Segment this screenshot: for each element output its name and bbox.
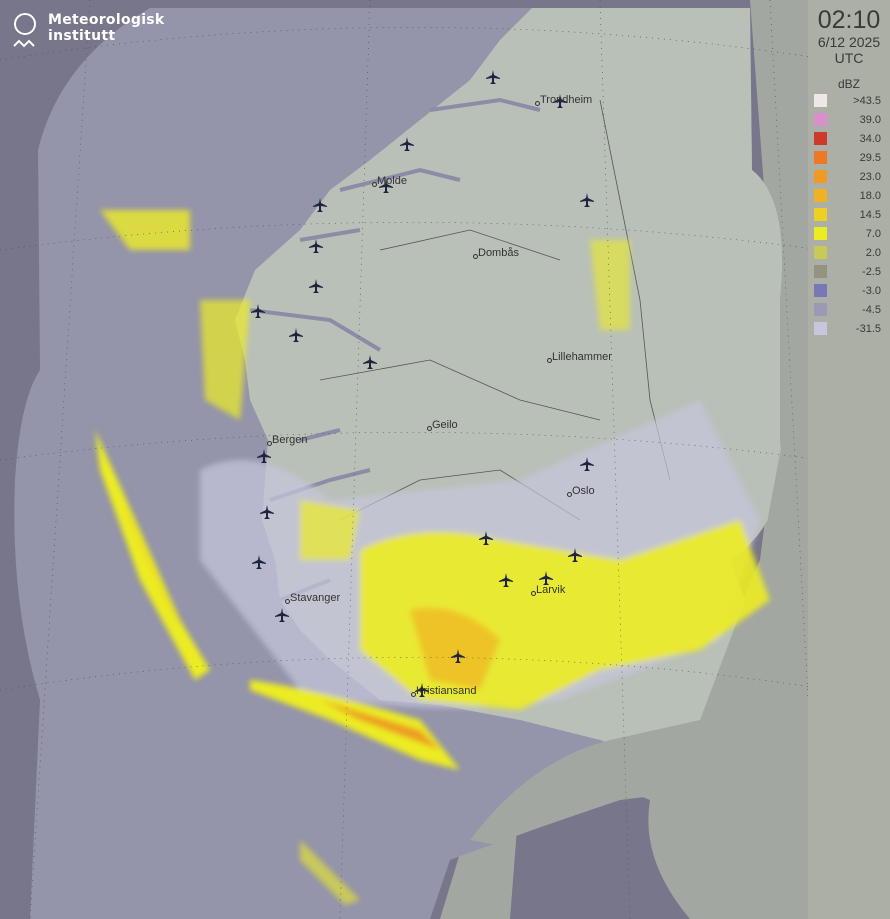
legend-swatch <box>814 189 827 202</box>
legend-panel: 02:10 6/12 2025 UTC dBZ >43.5 39.0 34.0 29.… <box>808 0 890 919</box>
airplane-icon[interactable] <box>257 449 271 463</box>
legend-swatch <box>814 322 827 335</box>
airplane-icon[interactable] <box>568 548 582 562</box>
time-label: 02:10 <box>817 6 881 34</box>
airplane-icon[interactable] <box>251 304 265 318</box>
legend-label: 2.0 <box>865 246 881 259</box>
legend-swatch <box>814 208 827 221</box>
airplane-icon[interactable] <box>379 179 393 193</box>
legend-swatch <box>814 284 827 297</box>
legend-swatch <box>814 227 827 240</box>
legend-label: -4.5 <box>862 303 881 316</box>
airplane-icon[interactable] <box>275 608 289 622</box>
legend-item: -3.0 <box>808 281 890 300</box>
legend-swatch <box>814 303 827 316</box>
airplane-icon[interactable] <box>400 137 414 151</box>
legend-item: -2.5 <box>808 262 890 281</box>
legend-item: -4.5 <box>808 300 890 319</box>
legend-swatch <box>814 170 827 183</box>
legend-label: -2.5 <box>862 265 881 278</box>
airplane-icon[interactable] <box>553 94 567 108</box>
city-label: Oslo <box>567 485 595 497</box>
legend-item: 29.5 <box>808 148 890 167</box>
legend-item: >43.5 <box>808 91 890 110</box>
airports <box>251 70 594 697</box>
legend-swatch <box>814 246 827 259</box>
legend-label: 14.5 <box>859 208 881 221</box>
legend-item: 18.0 <box>808 186 890 205</box>
legend-item: 34.0 <box>808 129 890 148</box>
legend-swatch <box>814 132 827 145</box>
legend-label: 18.0 <box>859 189 881 202</box>
legend-swatch <box>814 151 827 164</box>
legend-label: 34.0 <box>859 132 881 145</box>
legend-item: 23.0 <box>808 167 890 186</box>
precipitation <box>95 210 770 905</box>
city-label: Larvik <box>530 584 566 596</box>
legend-swatch <box>814 265 827 278</box>
legend-label: -3.0 <box>862 284 881 297</box>
airplane-icon[interactable] <box>451 649 465 663</box>
brand-name-line1: Meteorologisk <box>48 12 165 28</box>
timezone-label: UTC <box>834 50 864 66</box>
airplane-icon[interactable] <box>499 573 513 587</box>
brand-name-line2: institutt <box>48 28 116 44</box>
airplane-icon[interactable] <box>415 683 429 697</box>
legend-item: 2.0 <box>808 243 890 262</box>
legend-item: -31.5 <box>808 319 890 338</box>
legend-label: -31.5 <box>855 322 881 335</box>
airplane-icon[interactable] <box>486 70 500 84</box>
city-label: Dombås <box>473 247 519 259</box>
city-label: Bergen <box>266 434 308 446</box>
legend-swatch <box>814 113 827 126</box>
airplane-icon[interactable] <box>479 531 493 545</box>
legend-unit: dBZ <box>837 77 860 91</box>
legend-label: >43.5 <box>853 94 881 107</box>
city-label: Molde <box>372 175 407 187</box>
city-label: Stavanger <box>284 592 341 604</box>
date-label: 6/12 2025 <box>817 34 881 50</box>
airplane-icon[interactable] <box>289 328 303 342</box>
city-label: Geilo <box>427 419 458 431</box>
airplane-icon[interactable] <box>309 239 323 253</box>
airplane-icon[interactable] <box>252 555 266 569</box>
city-label: Kristiansand <box>411 685 477 697</box>
legend-swatch <box>814 94 827 107</box>
met-logo-icon <box>13 13 36 48</box>
legend-label: 29.5 <box>859 151 881 164</box>
legend-label: 23.0 <box>859 170 881 183</box>
airplane-icon[interactable] <box>309 279 323 293</box>
city-label: Lillehammer <box>547 351 612 363</box>
airplane-icon[interactable] <box>580 193 594 207</box>
airplane-icon[interactable] <box>539 571 553 585</box>
legend-label: 7.0 <box>865 227 881 240</box>
airplane-icon[interactable] <box>260 505 274 519</box>
legend-item: 39.0 <box>808 110 890 129</box>
legend-label: 39.0 <box>859 113 881 126</box>
legend-item: 14.5 <box>808 205 890 224</box>
airplane-icon[interactable] <box>313 198 327 212</box>
airplane-icon[interactable] <box>580 457 594 471</box>
airplane-icon[interactable] <box>363 355 377 369</box>
city-label: Trondheim <box>534 94 593 106</box>
legend-item: 7.0 <box>808 224 890 243</box>
brand-logo: Meteorologisk institutt <box>12 12 165 50</box>
